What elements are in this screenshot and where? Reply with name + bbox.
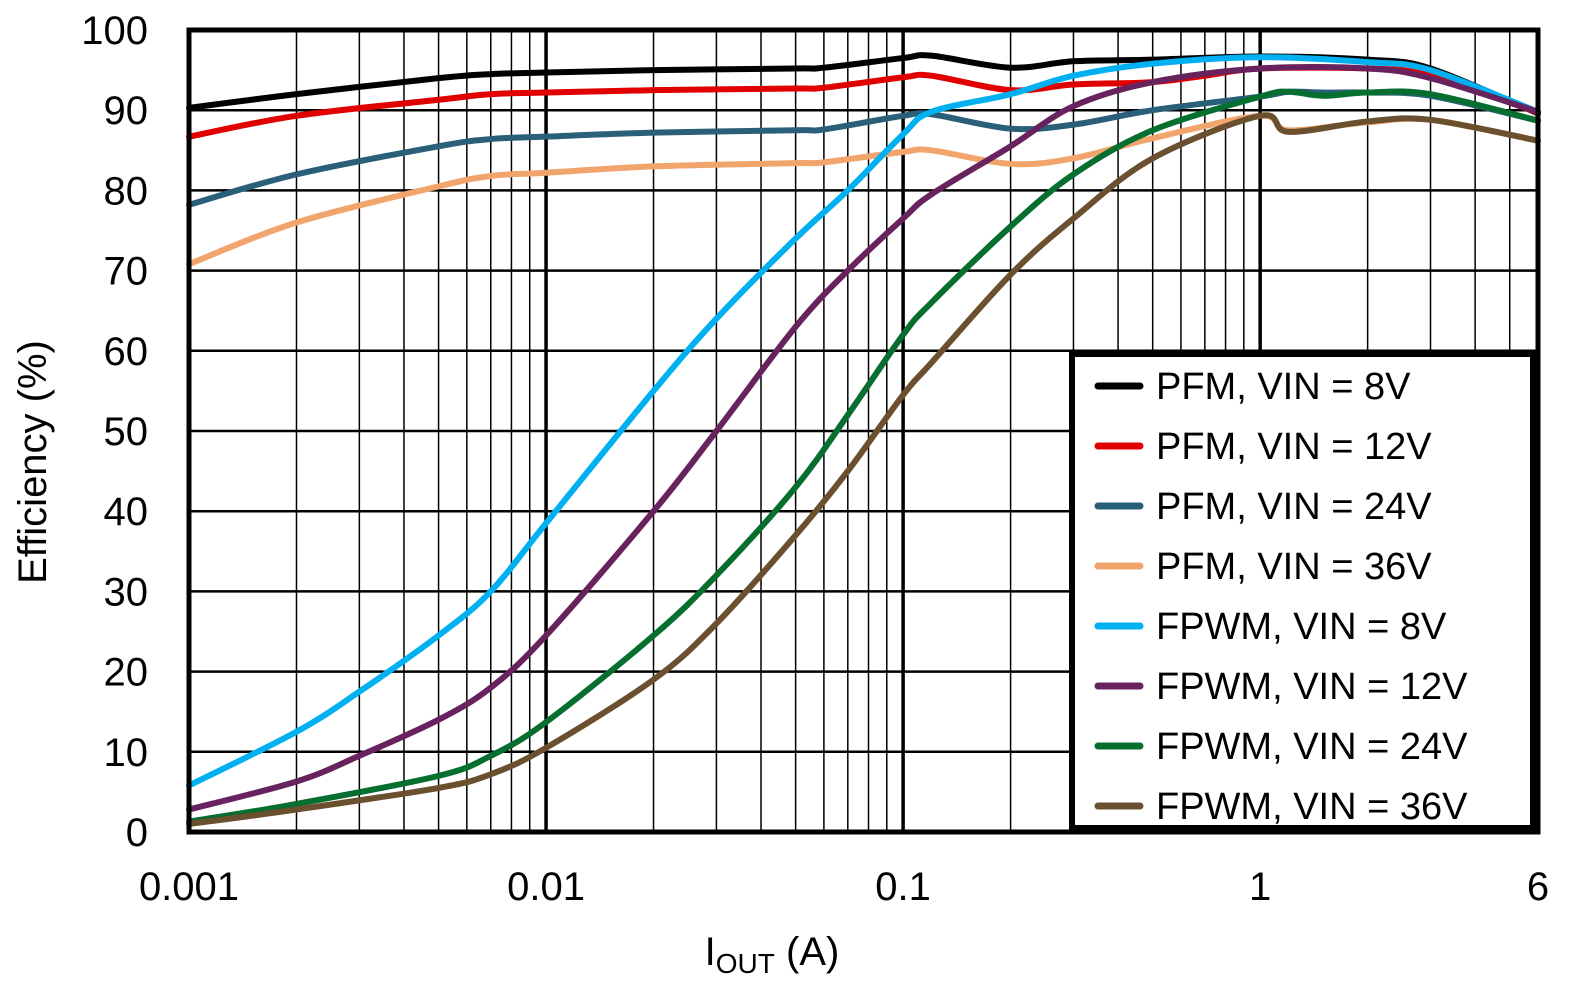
y-tick-label: 30 xyxy=(104,570,149,614)
legend-label-4: FPWM, VIN = 8V xyxy=(1156,606,1447,648)
series-line-6 xyxy=(186,88,1541,825)
x-tick-label: 6 xyxy=(1527,865,1549,909)
y-tick-label: 20 xyxy=(104,651,149,695)
x-tick-label: 1 xyxy=(1249,865,1271,909)
y-axis-label: Efficiency (%) xyxy=(11,340,55,584)
legend-label-5: FPWM, VIN = 12V xyxy=(1156,666,1468,708)
y-tick-label: 90 xyxy=(104,89,149,133)
legend-label-7: FPWM, VIN = 36V xyxy=(1156,786,1468,828)
y-tick-labels: 0 10 20 30 40 50 60 70 80 90 100 xyxy=(81,9,148,855)
legend-label-6: FPWM, VIN = 24V xyxy=(1156,726,1468,768)
legend-label-2: PFM, VIN = 24V xyxy=(1156,486,1432,528)
y-tick-label: 50 xyxy=(104,410,149,454)
legend-label-1: PFM, VIN = 12V xyxy=(1156,426,1432,468)
y-tick-label: 10 xyxy=(104,731,149,775)
x-tick-label: 0.1 xyxy=(875,865,931,909)
legend-label-3: PFM, VIN = 36V xyxy=(1156,546,1432,588)
x-tick-label: 0.01 xyxy=(507,865,585,909)
x-axis-label-main: I xyxy=(705,930,716,974)
plot-frame xyxy=(186,27,1541,835)
x-tick-label: 0.001 xyxy=(139,865,239,909)
legend-label-0: PFM, VIN = 8V xyxy=(1156,366,1411,408)
series-line-7 xyxy=(186,112,1541,827)
legend-box xyxy=(1069,351,1536,831)
y-tick-label: 100 xyxy=(81,9,148,53)
series-line-5 xyxy=(186,64,1541,813)
series-line-4 xyxy=(186,54,1541,789)
y-tick-label: 0 xyxy=(126,811,148,855)
y-tick-label: 70 xyxy=(104,250,149,294)
series-line-2 xyxy=(186,88,1541,208)
x-axis-label-unit: (A) xyxy=(775,930,839,974)
y-tick-label: 80 xyxy=(104,169,149,213)
y-tick-label: 60 xyxy=(104,330,149,374)
x-axis-label-sub: OUT xyxy=(716,948,775,979)
x-axis-label: IOUT (A) xyxy=(705,930,840,979)
y-tick-label: 40 xyxy=(104,490,149,534)
x-tick-labels: 0.001 0.01 0.1 1 6 xyxy=(139,865,1549,909)
legend: PFM, VIN = 8V PFM, VIN = 12V PFM, VIN = 24… xyxy=(1069,351,1536,831)
series-lines xyxy=(186,52,1541,827)
